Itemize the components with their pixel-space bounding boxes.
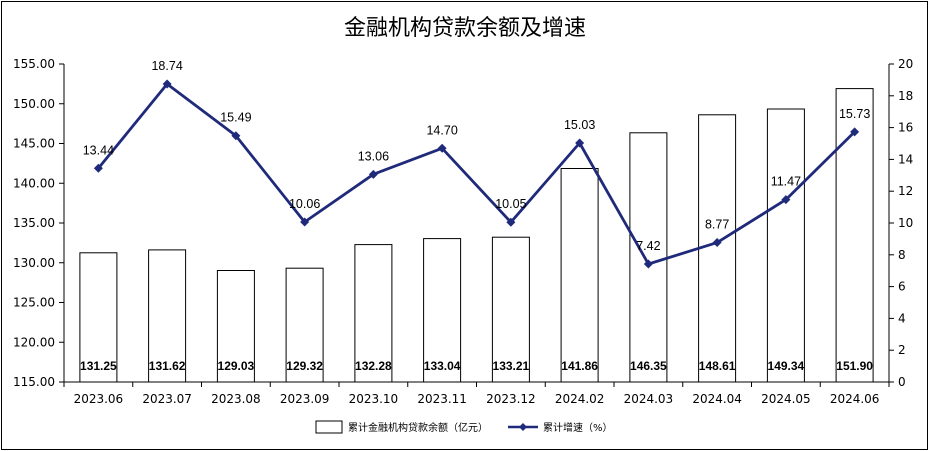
right-tick-label: 4 (898, 311, 906, 325)
x-tick-label: 2024.04 (692, 392, 742, 406)
bar-2024.02 (560, 168, 599, 383)
bar-2023.06 (79, 252, 118, 383)
chart-title: 金融机构贷款余额及增速 (344, 16, 586, 41)
left-tick-label: 135.00 (13, 216, 55, 230)
bar-2023.10 (354, 244, 393, 383)
right-tick-label: 6 (898, 280, 906, 294)
legend-bar-swatch (315, 420, 343, 434)
growth-point-2023.09 (300, 217, 310, 227)
bar-value-label: 132.28 (355, 359, 392, 373)
bar-2023.07 (148, 249, 187, 383)
legend-bar-label: 累计金融机构贷款余额（亿元） (348, 421, 488, 434)
right-tick-label: 12 (898, 184, 913, 198)
x-tick-label: 2023.12 (486, 392, 536, 406)
legend-line-label: 累计增速（%） (543, 421, 613, 434)
bar-value-label: 149.34 (768, 359, 805, 373)
bar-value-label: 148.61 (699, 359, 736, 373)
growth-point-2024.03 (643, 259, 653, 269)
growth-point-2024.04 (712, 238, 722, 248)
bar-value-label: 151.90 (836, 359, 873, 373)
growth-rate-line (97, 82, 856, 266)
x-tick-label: 2024.05 (761, 392, 811, 406)
bar-2023.08 (216, 270, 255, 383)
left-tick-label: 155.00 (13, 57, 55, 71)
x-tick-label: 2023.08 (211, 392, 261, 406)
right-tick-label: 2 (898, 343, 906, 357)
left-tick-label: 140.00 (13, 176, 55, 190)
x-tick-label: 2023.06 (74, 392, 124, 406)
right-tick-label: 10 (898, 216, 913, 230)
right-tick-label: 8 (898, 248, 906, 262)
growth-point-2023.06 (93, 163, 103, 173)
growth-value-label: 10.05 (495, 197, 526, 211)
bar-value-label: 133.21 (493, 359, 530, 373)
right-tick-label: 20 (898, 57, 913, 71)
left-tick-label: 120.00 (13, 335, 55, 349)
growth-point-2023.12 (506, 217, 516, 227)
right-tick-label: 14 (898, 152, 913, 166)
growth-value-label: 13.06 (358, 149, 389, 163)
bar-value-label: 129.32 (286, 359, 323, 373)
growth-value-label: 11.47 (771, 175, 801, 189)
x-tick-label: 2024.03 (624, 392, 674, 406)
growth-value-label: 8.77 (705, 218, 729, 232)
x-tick-label: 2023.07 (142, 392, 192, 406)
growth-point-2024.02 (575, 138, 585, 148)
growth-point-2023.11 (437, 143, 447, 153)
bar-2023.12 (491, 236, 530, 383)
left-tick-label: 125.00 (13, 296, 55, 310)
bar-2024.05 (766, 108, 805, 383)
x-tick-label: 2024.02 (555, 392, 605, 406)
bar-value-label: 141.86 (561, 359, 598, 373)
growth-point-2023.07 (162, 79, 172, 89)
growth-value-label: 15.03 (564, 118, 595, 132)
legend-line-marker (519, 423, 527, 431)
bar-value-label: 146.35 (630, 359, 667, 373)
growth-point-2024.05 (781, 195, 791, 205)
right-tick-label: 18 (898, 89, 913, 103)
growth-point-2023.08 (231, 131, 241, 141)
left-tick-label: 115.00 (13, 375, 55, 389)
bar-value-label: 133.04 (424, 359, 461, 373)
growth-value-label: 15.49 (220, 111, 251, 125)
bar-2024.03 (629, 132, 668, 383)
bar-value-label: 131.25 (80, 359, 117, 373)
left-tick-label: 130.00 (13, 256, 55, 270)
growth-value-label: 15.73 (839, 107, 870, 121)
growth-value-label: 13.44 (83, 143, 114, 157)
right-tick-label: 16 (898, 121, 913, 135)
bar-2024.04 (698, 114, 737, 383)
growth-value-label: 18.74 (151, 59, 182, 73)
x-tick-label: 2023.11 (417, 392, 467, 406)
x-tick-label: 2023.09 (280, 392, 330, 406)
left-tick-label: 150.00 (13, 97, 55, 111)
right-tick-label: 0 (898, 375, 906, 389)
bar-value-label: 129.03 (218, 359, 255, 373)
growth-value-label: 14.70 (426, 123, 457, 137)
x-tick-label: 2024.06 (830, 392, 880, 406)
growth-value-label: 10.06 (289, 197, 320, 211)
x-tick-label: 2023.10 (349, 392, 399, 406)
growth-point-2024.06 (850, 127, 860, 137)
growth-point-2023.10 (368, 169, 378, 179)
growth-value-label: 7.42 (636, 239, 660, 253)
left-tick-label: 145.00 (13, 137, 55, 151)
bar-value-label: 131.62 (149, 359, 186, 373)
legend: 累计金融机构贷款余额（亿元） 累计增速（%） (315, 420, 613, 434)
